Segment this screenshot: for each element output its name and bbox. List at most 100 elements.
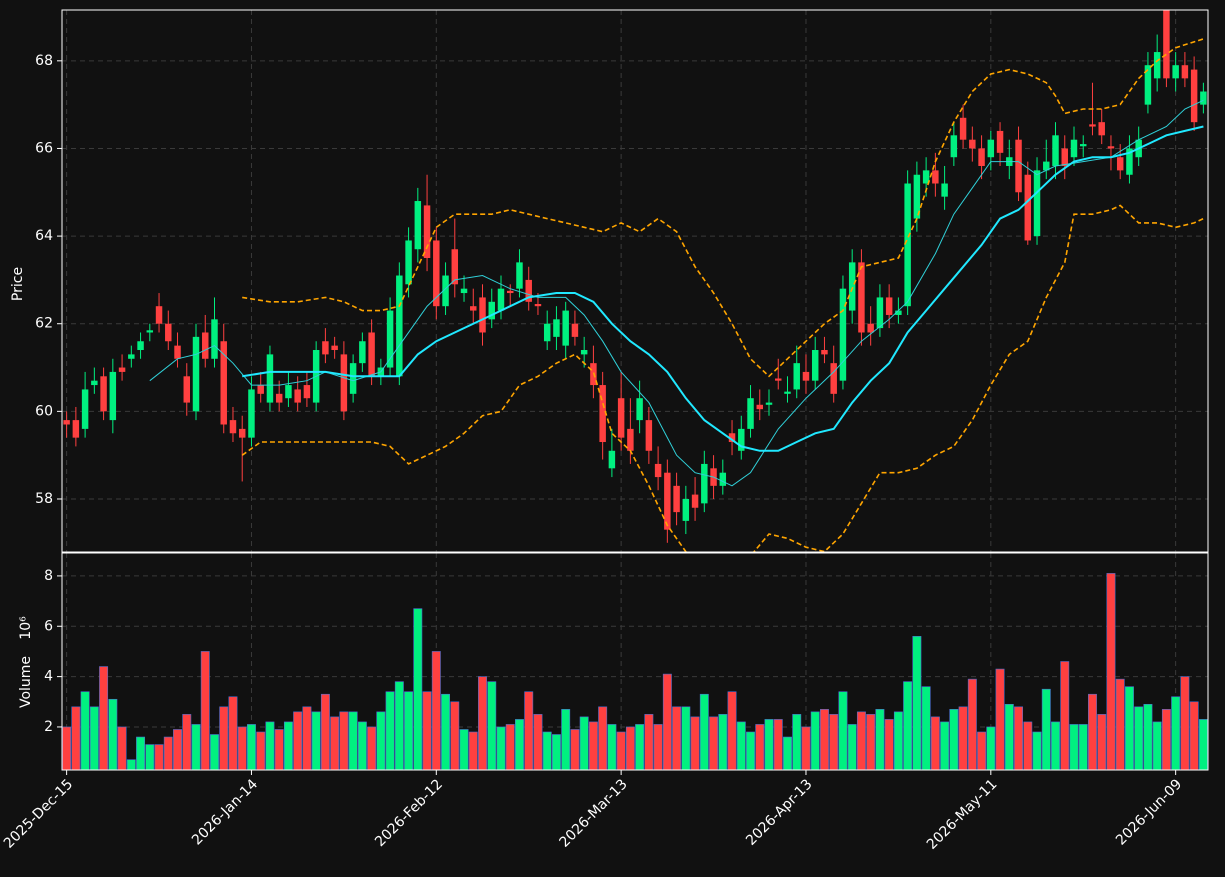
candle-body: [932, 170, 939, 184]
candle-body: [1043, 161, 1050, 171]
volume-bar: [801, 726, 811, 770]
candle-body: [497, 288, 505, 311]
candle-body: [617, 398, 625, 438]
volume-bar: [607, 724, 617, 770]
volume-offset-label: 10⁶: [18, 616, 34, 640]
volume-bar: [1180, 676, 1190, 770]
volume-bar: [1171, 696, 1181, 770]
candle-body: [386, 310, 394, 368]
volume-bar: [958, 706, 968, 770]
candle-body: [488, 301, 495, 320]
volume-frame: [61, 552, 1209, 771]
candle-body: [775, 378, 782, 381]
indicator-line: [241, 204, 1204, 552]
volume-bar: [681, 706, 691, 770]
y-tick-label: 64: [35, 228, 53, 244]
candle-body: [1098, 122, 1105, 136]
candle-body: [506, 290, 514, 294]
volume-bar: [505, 724, 515, 770]
candle-body: [571, 323, 579, 337]
candle-body: [257, 385, 264, 394]
candle-body: [211, 319, 218, 359]
volume-bar: [903, 681, 913, 770]
candle-body: [747, 398, 754, 429]
candle-body: [802, 371, 810, 381]
candle-body: [109, 371, 117, 421]
volume-bar: [404, 691, 414, 770]
candle-body: [1116, 157, 1124, 171]
candle-body: [858, 262, 865, 333]
volume-bar: [1134, 706, 1144, 770]
volume-bar: [1152, 721, 1162, 770]
volume-bar: [1069, 724, 1079, 770]
y-tick-label: 60: [35, 403, 53, 419]
volume-bar: [1051, 721, 1060, 770]
volume-bar: [718, 714, 728, 770]
candle-body: [987, 139, 995, 158]
volume-bar: [478, 676, 487, 770]
indicator-line: [149, 99, 1204, 487]
candle-body: [433, 240, 440, 307]
volume-bar: [884, 719, 894, 770]
volume-bar: [542, 731, 552, 770]
candle-body: [765, 402, 773, 405]
volume-bar: [746, 731, 755, 770]
volume-bar: [62, 726, 72, 770]
candle-body: [1070, 139, 1078, 158]
candle-body: [1089, 124, 1096, 127]
volume-bar: [690, 716, 700, 770]
candle-body: [627, 428, 634, 451]
volume-bar: [912, 636, 922, 770]
volume-bar: [856, 711, 866, 770]
candle-body: [220, 341, 227, 425]
volume-bar: [1143, 703, 1153, 770]
volume-bar: [773, 719, 783, 770]
volume-bar: [866, 714, 876, 770]
volume-bar: [145, 744, 155, 770]
volume-bar: [274, 729, 284, 770]
candle-body: [950, 135, 958, 158]
volume-bar: [810, 711, 820, 770]
volume-bar: [1189, 701, 1199, 770]
candle-body: [128, 354, 135, 359]
volume-bar: [394, 681, 404, 770]
volume-bar: [893, 711, 903, 770]
volume-bar: [1124, 686, 1134, 770]
candle-body: [63, 420, 70, 425]
candle-body: [100, 376, 107, 412]
y-tick-label: 6: [44, 618, 53, 634]
candle-body: [1015, 139, 1022, 193]
volume-bar: [1023, 721, 1033, 770]
volume-bar: [1088, 693, 1097, 770]
price-plot: [63, 10, 1207, 552]
candle-body: [922, 170, 930, 184]
volume-bar: [247, 724, 256, 770]
candle-body: [895, 310, 902, 315]
candle-body: [534, 304, 542, 307]
volume-bar: [330, 716, 340, 770]
volume-bar: [283, 721, 293, 770]
candle-body: [996, 130, 1004, 153]
volume-bar: [1106, 573, 1116, 770]
candle-body: [830, 363, 837, 394]
volume-bar: [496, 726, 506, 770]
volume-bar: [459, 729, 469, 770]
candle-body: [146, 330, 154, 333]
candle-body: [682, 498, 690, 521]
volume-bar: [977, 731, 987, 770]
candle-body: [294, 389, 301, 403]
volume-bar: [1115, 678, 1125, 770]
candle-body: [1079, 144, 1087, 147]
candle-body: [238, 428, 246, 438]
volume-bar: [727, 691, 737, 770]
candle-body: [969, 139, 976, 149]
y-tick-label: 68: [35, 53, 53, 69]
price-frame: [61, 9, 1209, 553]
candle-body: [811, 350, 819, 381]
candle-body: [793, 363, 800, 390]
volume-bar: [967, 678, 977, 770]
volume-bar: [376, 711, 386, 770]
volume-bar: [588, 721, 598, 770]
volume-bar: [126, 759, 136, 770]
